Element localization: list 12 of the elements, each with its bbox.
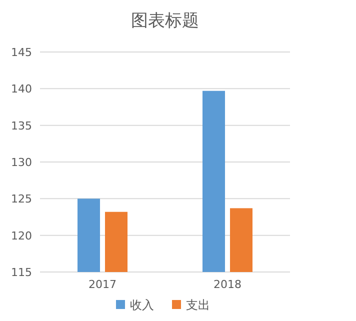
y-tick-label: 115: [11, 266, 32, 279]
x-tick-label: 2018: [214, 278, 242, 291]
y-tick-label: 135: [11, 119, 32, 132]
y-tick-label: 125: [11, 192, 32, 206]
chart-title: 图表标题: [131, 11, 199, 31]
y-tick-label: 140: [11, 82, 32, 96]
legend-label: 支出: [186, 298, 210, 312]
y-tick-label: 145: [11, 46, 32, 59]
x-tick-label: 2017: [88, 278, 116, 291]
y-tick-label: 130: [11, 156, 32, 169]
y-tick-label: 120: [11, 229, 32, 242]
legend-label: 收入: [130, 298, 154, 312]
